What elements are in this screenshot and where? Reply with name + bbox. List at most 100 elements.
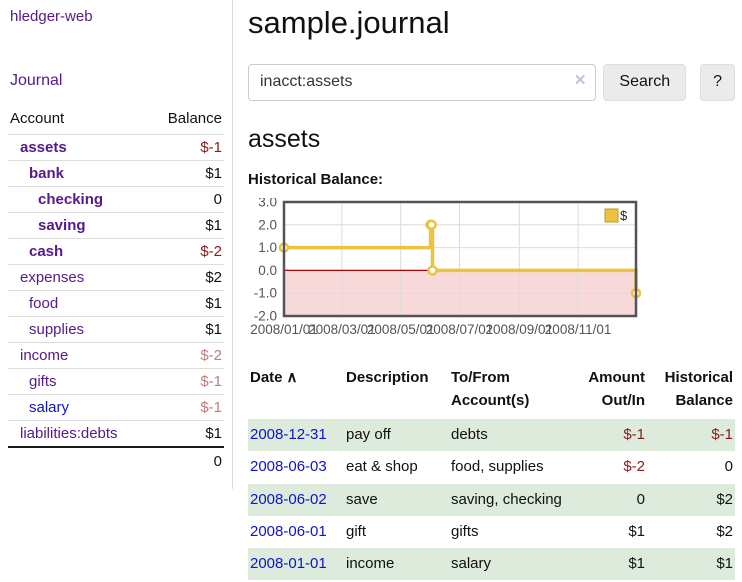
account-balance-value: 0 [213,191,222,208]
transaction-balance-cell: $2 [716,522,733,540]
account-column-header: Account [10,110,65,127]
account-balance-value: $-2 [200,347,222,364]
page-title: sample.journal [248,5,450,40]
transaction-date-link[interactable]: 2008-06-02 [250,490,327,508]
account-balance-value: $1 [205,321,222,338]
transaction-description-cell: eat & shop [346,458,418,476]
account-link[interactable]: bank [29,165,65,182]
transaction-date-link[interactable]: 2008-06-03 [250,458,327,476]
transaction-amount-cell: 0 [636,490,645,508]
x-axis-tick-label: 2008/07/01 [426,322,494,337]
transactions-table-body: 2008-12-31 pay off debts $-1 $-1 2008-06-03 ea… [248,419,735,581]
account-row: liabilities:debts $1 [8,420,224,447]
account-row: assets $-1 [8,134,224,161]
account-link[interactable]: assets [20,139,67,156]
account-row: saving $1 [8,212,224,239]
account-name-cell: food [8,290,150,317]
transaction-date-link[interactable]: 2008-06-01 [250,522,327,540]
y-axis-tick-label: 0.0 [258,263,277,278]
chart-svg: $3.0 2.0 1.0 0.0 -1.0 -2.02008/01/012008/03/0… [250,194,642,337]
account-name-cell: supplies [8,316,150,343]
transaction-date-cell: 2008-06-01 [248,516,346,548]
transaction-accounts-cell: saving, checking [451,490,562,508]
account-row: cash $-2 [8,238,224,265]
account-balance-value: $1 [205,217,222,234]
transaction-date-cell: 2008-01-01 [248,548,346,580]
column-header-to-from-account-s-: To/From Account(s) [451,368,530,409]
x-axis-tick-label: 2008/05/01 [367,322,435,337]
transaction-date-link[interactable]: 2008-12-31 [250,426,327,444]
transaction-amount-cell: $1 [628,555,645,573]
account-balance-cell: $-2 [149,238,224,265]
data-point-marker [427,264,438,276]
transaction-row: 2008-01-01 income salary $1 $1 [248,548,735,581]
spacer-cell [8,446,150,475]
account-name-cell: gifts [8,368,150,395]
account-link[interactable]: liabilities:debts [20,425,118,442]
x-axis-tick-label: 2008/11/01 [545,322,612,337]
column-header-historical-balance: Historical Balance [664,368,733,409]
column-header-date[interactable]: Date ∧ [250,368,298,386]
account-balance-cell: $1 [149,420,224,447]
transactions-table: Date ∧ Description To/From Account(s) Amount… [248,364,735,581]
y-axis-tick-label: 1.0 [258,240,277,255]
account-row: checking 0 [8,186,224,213]
account-balance-value: $-1 [200,139,222,156]
help-button[interactable]: ? [700,63,735,101]
search-input[interactable] [248,63,597,101]
transaction-accounts-cell: debts [451,426,488,444]
account-name-cell: assets [8,134,150,161]
transaction-row: 2008-06-02 save saving, checking 0 $2 [248,483,735,516]
account-link[interactable]: gifts [29,373,57,390]
transaction-row: 2008-06-03 eat & shop food, supplies $-2 0 [248,451,735,483]
app-title-link[interactable]: hledger-web [10,8,93,25]
account-heading: assets [248,124,321,153]
sidebar-item-journal[interactable]: Journal [10,72,63,89]
account-balance-cell: $1 [149,290,224,317]
account-row: expenses $2 [8,264,224,291]
sidebar: hledger-web Journal Account Balance asse… [0,0,233,489]
account-balance-cell: $-1 [149,134,224,161]
transaction-description-cell: income [346,555,395,573]
account-link[interactable]: saving [38,217,86,234]
transaction-description-cell: pay off [346,426,391,444]
account-balance-cell: $-2 [149,342,224,369]
account-balance-cell: $1 [149,316,224,343]
account-link[interactable]: supplies [29,321,85,338]
y-axis-tick-label: 2.0 [258,217,277,232]
accounts-total-value: 0 [149,446,224,475]
account-link[interactable]: cash [29,243,64,260]
transaction-row: 2008-12-31 pay off debts $-1 $-1 [248,419,735,452]
account-name-cell: checking [8,186,150,213]
account-name-cell: saving [8,212,150,239]
account-name-cell: income [8,342,150,369]
accounts-total-row: 0 [8,446,224,475]
transaction-balance-cell: 0 [724,458,733,476]
x-axis-tick-label: 2008/03/01 [308,322,376,337]
transaction-description-cell: save [346,490,378,508]
transactions-header-row: Date ∧ Description To/From Account(s) Amount… [248,364,735,420]
legend-label: $ [620,208,628,223]
data-point-marker [426,219,437,230]
transaction-amount-cell: $-1 [623,426,645,444]
account-link[interactable]: expenses [20,269,85,286]
account-row: food $1 [8,290,224,317]
historical-balance-chart: $3.0 2.0 1.0 0.0 -1.0 -2.0 2008/01/01 2008/03/0… [248,194,735,345]
transaction-accounts-cell: salary [451,555,492,573]
search-button[interactable]: Search [603,63,687,101]
column-header-amount-out-in: Amount Out/In [588,368,645,409]
account-link[interactable]: checking [38,191,104,208]
accounts-table-header: Account Balance [8,106,224,135]
transaction-date-link[interactable]: 2008-01-01 [250,555,327,573]
account-link[interactable]: food [29,295,59,312]
clear-search-icon[interactable]: ✕ [573,71,587,89]
x-axis-tick-label: 2008/01/01 [250,322,318,337]
account-balance-value: $-2 [200,243,222,260]
account-balance-cell: $-1 [149,368,224,395]
account-row: gifts $-1 [8,368,224,395]
transaction-date-cell: 2008-12-31 [248,419,346,451]
account-link[interactable]: income [20,347,69,364]
account-name-cell: liabilities:debts [8,420,150,447]
account-link[interactable]: salary [29,399,70,416]
y-axis-tick-label: 3.0 [258,198,277,210]
